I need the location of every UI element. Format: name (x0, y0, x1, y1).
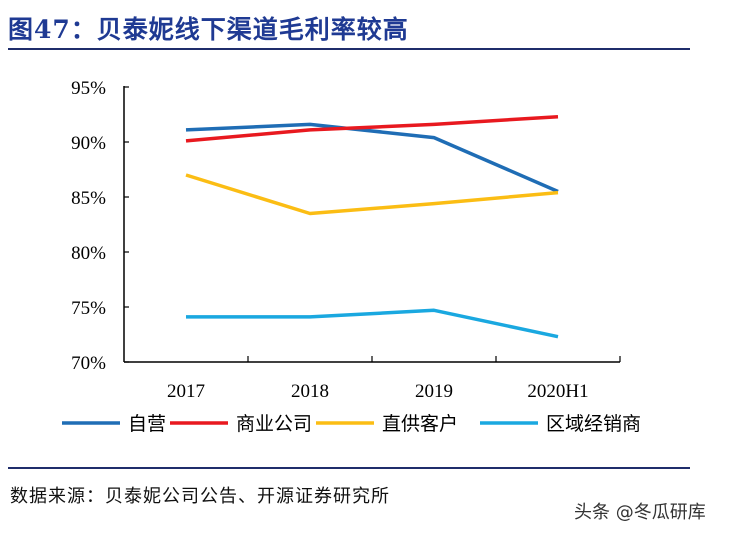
y-tick-label: 70% (71, 353, 106, 374)
y-tick-label: 75% (71, 298, 106, 319)
series-line-直供客户 (185, 173, 559, 216)
legend-label: 商业公司 (236, 413, 312, 435)
watermark: 头条 @冬瓜研库 (574, 502, 706, 523)
legend-label: 区域经销商 (546, 413, 641, 435)
legend-label: 自营 (128, 413, 166, 435)
y-tick-label: 85% (71, 188, 106, 209)
series-line-商业公司 (185, 114, 559, 143)
x-tick-label: 2020H1 (527, 381, 588, 402)
series-line-区域经销商 (186, 308, 559, 339)
y-tick-label: 90% (71, 133, 106, 154)
y-tick-label: 95% (71, 78, 106, 99)
title-divider (8, 48, 690, 50)
x-tick-label: 2019 (415, 381, 453, 402)
legend-label: 直供客户 (382, 413, 458, 435)
x-tick-label: 2017 (167, 381, 205, 402)
line-chart: 70% 75% 80% 85% 90% 95% 2017 2018 2019 2020H1 自营 商业… (62, 78, 641, 435)
series-line-自营 (185, 122, 559, 194)
chart-title: 图47：贝泰妮线下渠道毛利率较高 (8, 15, 409, 44)
source-divider (8, 467, 690, 469)
source-note: 数据来源：贝泰妮公司公告、开源证券研究所 (10, 486, 390, 507)
y-tick-label: 80% (71, 243, 106, 264)
x-tick-label: 2018 (291, 381, 329, 402)
